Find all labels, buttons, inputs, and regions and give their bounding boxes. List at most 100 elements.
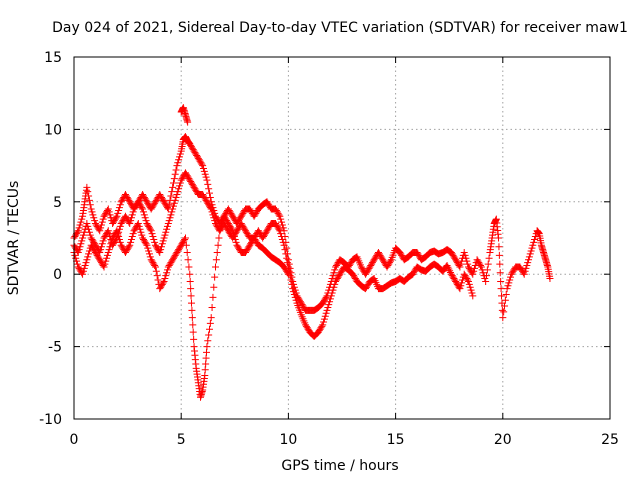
data-point <box>516 263 524 271</box>
data-point <box>75 224 83 232</box>
data-point <box>115 204 123 212</box>
data-point <box>453 259 461 267</box>
data-point <box>117 241 125 249</box>
data-point <box>481 275 489 283</box>
data-point <box>105 208 113 216</box>
data-point <box>149 202 157 210</box>
data-point <box>316 325 324 333</box>
data-point <box>369 257 377 265</box>
data-point <box>90 246 98 254</box>
data-point <box>450 275 458 283</box>
data-point <box>118 196 126 204</box>
data-point <box>274 209 282 217</box>
data-point <box>200 193 208 201</box>
data-point <box>159 237 167 245</box>
data-point <box>180 237 188 245</box>
data-point <box>191 185 199 193</box>
data-point <box>324 304 332 312</box>
data-point <box>319 299 327 307</box>
data-point <box>91 247 99 255</box>
data-point <box>230 214 238 222</box>
data-point <box>458 279 466 287</box>
y-tick-label: -5 <box>48 340 62 356</box>
data-point <box>322 293 330 301</box>
data-point <box>242 227 250 235</box>
data-point <box>457 282 465 290</box>
data-point <box>188 180 196 188</box>
data-point <box>88 208 96 216</box>
data-point <box>158 280 166 288</box>
data-point <box>483 266 491 274</box>
data-point <box>99 215 107 223</box>
data-point <box>462 254 470 262</box>
data-point <box>140 193 148 201</box>
data-point <box>329 272 337 280</box>
data-point <box>151 198 159 206</box>
data-point <box>398 251 406 259</box>
data-point <box>121 248 129 256</box>
data-point <box>208 304 216 312</box>
data-point <box>276 212 284 220</box>
data-point <box>176 150 184 158</box>
data-point <box>110 231 118 239</box>
data-point <box>167 259 175 267</box>
data-point <box>201 170 209 178</box>
data-point <box>78 269 86 277</box>
data-point <box>288 280 296 288</box>
data-point <box>452 277 460 285</box>
data-point <box>73 247 81 255</box>
plot-frame <box>73 56 611 420</box>
data-point <box>131 204 139 212</box>
data-point <box>209 211 217 219</box>
data-point <box>173 248 181 256</box>
data-point <box>206 193 214 201</box>
data-point <box>237 220 245 228</box>
data-point <box>264 225 272 233</box>
data-point <box>187 292 195 300</box>
data-point <box>460 248 468 256</box>
data-point <box>332 263 340 271</box>
data-point <box>211 217 219 225</box>
data-point <box>88 243 96 251</box>
data-point <box>175 153 183 161</box>
data-point <box>334 273 342 281</box>
data-point <box>188 314 196 322</box>
data-point <box>106 243 114 251</box>
data-point <box>242 248 250 256</box>
data-point <box>203 343 211 351</box>
data-point <box>449 273 457 281</box>
data-point <box>214 241 222 249</box>
data-point <box>116 238 124 246</box>
data-point <box>363 282 371 290</box>
data-point <box>77 240 85 248</box>
data-point <box>377 253 385 261</box>
data-point <box>523 262 531 270</box>
data-point <box>105 246 113 254</box>
data-point <box>226 222 234 230</box>
data-point <box>199 162 207 170</box>
data-point <box>414 250 422 258</box>
data-point <box>104 248 112 256</box>
y-axis-ticks: -10 -5 0 5 10 15 <box>39 50 610 428</box>
data-point <box>174 159 182 167</box>
data-point <box>336 270 344 278</box>
data-point <box>127 217 135 225</box>
data-point <box>212 220 220 228</box>
data-point <box>140 237 148 245</box>
data-point <box>192 186 200 194</box>
data-point <box>413 248 421 256</box>
data-point <box>415 251 423 259</box>
data-point <box>147 227 155 235</box>
data-point <box>186 176 194 184</box>
data-point <box>86 231 94 239</box>
data-point <box>211 273 219 281</box>
data-point <box>138 204 146 212</box>
data-point <box>192 150 200 158</box>
data-point <box>456 263 464 271</box>
data-point <box>497 277 505 285</box>
data-point <box>156 285 164 293</box>
data-point <box>91 217 99 225</box>
data-point <box>90 214 98 222</box>
data-point <box>236 214 244 222</box>
data-point <box>443 262 451 270</box>
